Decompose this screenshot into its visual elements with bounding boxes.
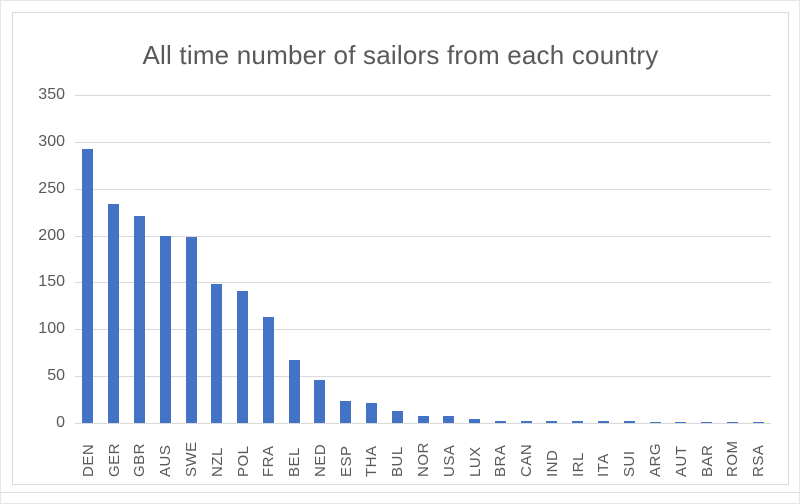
bar-usa bbox=[443, 416, 454, 423]
bar-aus bbox=[160, 236, 171, 423]
x-tick-label: CAN bbox=[518, 443, 535, 477]
x-tick-label: DEN bbox=[80, 443, 97, 477]
bar-tha bbox=[366, 403, 377, 423]
y-tick-label: 150 bbox=[38, 273, 65, 290]
bar-lux bbox=[469, 419, 480, 423]
x-tick-label: ESP bbox=[338, 445, 355, 477]
bar-bul bbox=[392, 411, 403, 423]
bar-ita bbox=[598, 421, 609, 423]
y-tick-label: 0 bbox=[56, 414, 65, 431]
bar-gbr bbox=[134, 216, 145, 423]
x-tick-label: NED bbox=[312, 443, 329, 477]
x-tick-label: ROM bbox=[724, 440, 741, 478]
image-bottom-divider bbox=[0, 492, 800, 493]
x-tick-label: BUL bbox=[389, 446, 406, 477]
bar-swe bbox=[186, 237, 197, 423]
x-axis-line bbox=[75, 423, 771, 424]
bar-ger bbox=[108, 204, 119, 423]
y-tick-label: 350 bbox=[38, 86, 65, 103]
y-tick-label: 300 bbox=[38, 133, 65, 150]
x-tick-label: POL bbox=[235, 445, 252, 477]
x-tick-label: ARG bbox=[647, 442, 664, 477]
x-tick-label: SWE bbox=[183, 441, 200, 477]
bar-aut bbox=[675, 422, 686, 423]
gridline bbox=[75, 189, 771, 190]
y-tick-label: 200 bbox=[38, 227, 65, 244]
x-tick-label: IRL bbox=[570, 452, 587, 477]
bar-fra bbox=[263, 317, 274, 423]
bar-bra bbox=[495, 421, 506, 423]
x-tick-label: THA bbox=[363, 445, 380, 478]
y-tick-label: 50 bbox=[47, 367, 65, 384]
bar-sui bbox=[624, 421, 635, 423]
x-tick-label: SUI bbox=[621, 450, 638, 477]
x-tick-label: BAR bbox=[699, 444, 716, 477]
bar-esp bbox=[340, 401, 351, 423]
bar-rom bbox=[727, 422, 738, 423]
bar-nor bbox=[418, 416, 429, 423]
x-tick-label: GBR bbox=[131, 442, 148, 477]
gridline bbox=[75, 376, 771, 377]
gridline bbox=[75, 282, 771, 283]
bar-ned bbox=[314, 380, 325, 423]
chart-title: All time number of sailors from each cou… bbox=[142, 40, 659, 70]
bar-den bbox=[82, 149, 93, 423]
gridline bbox=[75, 329, 771, 330]
bar-can bbox=[521, 421, 532, 423]
bar-rsa bbox=[753, 422, 764, 423]
gridline bbox=[75, 142, 771, 143]
x-tick-label: BRA bbox=[492, 444, 509, 477]
y-tick-label: 250 bbox=[38, 180, 65, 197]
x-tick-label: USA bbox=[441, 444, 458, 477]
bar-bel bbox=[289, 360, 300, 423]
bar-pol bbox=[237, 291, 248, 423]
x-tick-label: IND bbox=[544, 449, 561, 477]
bar-bar bbox=[701, 422, 712, 423]
bar-irl bbox=[572, 421, 583, 423]
x-tick-label: RSA bbox=[750, 444, 767, 477]
x-tick-label: ITA bbox=[595, 453, 612, 477]
x-tick-label: AUS bbox=[157, 444, 174, 477]
bar-ind bbox=[546, 421, 557, 423]
x-tick-label: FRA bbox=[260, 445, 277, 478]
x-tick-label: GER bbox=[106, 442, 123, 477]
y-tick-label: 100 bbox=[38, 320, 65, 337]
bar-nzl bbox=[211, 284, 222, 423]
bar-arg bbox=[650, 422, 661, 423]
x-tick-label: NOR bbox=[415, 442, 432, 477]
chart-frame: All time number of sailors from each cou… bbox=[12, 12, 789, 485]
x-tick-label: NZL bbox=[209, 447, 226, 477]
x-tick-label: AUT bbox=[673, 445, 690, 478]
x-tick-label: BEL bbox=[286, 447, 303, 477]
x-tick-label: LUX bbox=[467, 446, 484, 477]
gridline bbox=[75, 95, 771, 96]
gridline bbox=[75, 236, 771, 237]
